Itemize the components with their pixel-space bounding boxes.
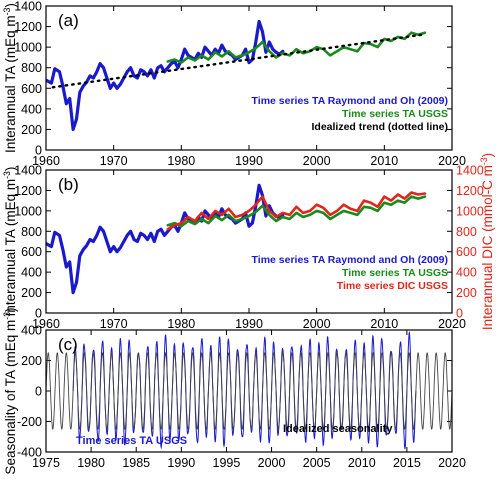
x-tick-label: 1970 bbox=[100, 154, 128, 168]
y2-tick-label: 1400 bbox=[456, 164, 484, 178]
y2-tick-label: 400 bbox=[456, 266, 477, 280]
x-tick-label: 1960 bbox=[32, 154, 60, 168]
y-tick-label: 400 bbox=[21, 102, 42, 116]
x-tick-label: 2000 bbox=[303, 154, 331, 168]
x-tick-label: 1980 bbox=[77, 456, 105, 470]
legend-entry: Time series TA Raymond and Oh (2009) bbox=[252, 254, 448, 266]
legend-entry: Time series TA USGS bbox=[342, 108, 448, 120]
legend-entry: Idealized trend (dotted line) bbox=[311, 121, 448, 133]
x-tick-label: 2010 bbox=[348, 456, 376, 470]
series-line bbox=[46, 19, 285, 131]
panel-label: (b) bbox=[58, 175, 79, 194]
x-tick-label: 1980 bbox=[167, 317, 195, 331]
x-tick-label: 1995 bbox=[213, 456, 241, 470]
plot-area bbox=[46, 183, 427, 295]
y-tick-label: 600 bbox=[21, 82, 42, 96]
x-tick-label: 1990 bbox=[235, 317, 263, 331]
x-tick-label: 2015 bbox=[393, 456, 421, 470]
x-tick-label: 1975 bbox=[32, 456, 60, 470]
y-tick-label: 800 bbox=[21, 225, 42, 239]
plot-frame bbox=[45, 329, 453, 453]
x-tick-label: 2000 bbox=[303, 317, 331, 331]
series-line bbox=[51, 33, 427, 89]
legend-entry: Time series DIC USGS bbox=[337, 280, 448, 292]
legend-entry: Time series TA USGS bbox=[342, 267, 448, 279]
x-tick-label: 1990 bbox=[235, 154, 263, 168]
y-tick-label: 1400 bbox=[14, 164, 42, 178]
series-line bbox=[166, 195, 427, 228]
y-tick-label: 0 bbox=[35, 144, 42, 158]
y-tick-label: 200 bbox=[21, 286, 42, 300]
x-tick-label: 1990 bbox=[167, 456, 195, 470]
y-tick-label: 0 bbox=[35, 307, 42, 321]
x-tick-label: 2010 bbox=[370, 317, 398, 331]
y-tick-label: 200 bbox=[21, 123, 42, 137]
plot-area bbox=[46, 19, 427, 131]
y-tick-label: 200 bbox=[21, 354, 42, 368]
legend-entry: Time series TA Raymond and Oh (2009) bbox=[252, 95, 448, 107]
y2-axis-label: Interannual DIC (mmol-C m-3) bbox=[479, 153, 495, 330]
x-tick-label: 2020 bbox=[438, 456, 466, 470]
panel-label: (c) bbox=[58, 335, 78, 354]
y-tick-label: 1200 bbox=[14, 184, 42, 198]
x-tick-label: 2000 bbox=[258, 456, 286, 470]
y-tick-label: 1200 bbox=[14, 20, 42, 34]
y-axis-label: Seasonality of TA (mEq m-3) bbox=[2, 307, 18, 474]
x-tick-label: 1980 bbox=[167, 154, 195, 168]
y-tick-label: 400 bbox=[21, 324, 42, 338]
series-line bbox=[46, 351, 452, 431]
panel-a: 1960 1970 1980 1990 2000 2010 2020 0 200 400 600 80… bbox=[2, 0, 466, 168]
panel-label: (a) bbox=[58, 11, 79, 30]
panel-c: 1975 1980 1985 1990 1995 2000 2005 2010 2015 2020… bbox=[2, 307, 466, 474]
y2-tick-label: 800 bbox=[456, 225, 477, 239]
plot-area bbox=[46, 330, 452, 450]
y-axis-label: Interannual TA (mEq m-3) bbox=[2, 167, 18, 317]
x-tick-label: 2010 bbox=[370, 154, 398, 168]
y-tick-label: 1400 bbox=[14, 0, 42, 14]
x-tick-label: 1985 bbox=[122, 456, 150, 470]
x-tick-label: 1970 bbox=[100, 317, 128, 331]
y-tick-label: 1000 bbox=[14, 204, 42, 218]
panel-b: 1960 1970 1980 1990 2000 2010 2020020040060080… bbox=[2, 153, 495, 331]
y-axis-label: Interannual TA (mEq m-3) bbox=[2, 3, 18, 153]
x-tick-label: 2020 bbox=[438, 317, 466, 331]
y-tick-label: -200 bbox=[17, 415, 42, 429]
y2-tick-label: 0 bbox=[456, 307, 463, 321]
plot-frame bbox=[45, 5, 453, 151]
x-tick-label: 2020 bbox=[438, 154, 466, 168]
y-tick-label: 600 bbox=[21, 245, 42, 259]
y-tick-label: 0 bbox=[35, 385, 42, 399]
y2-tick-label: 1000 bbox=[456, 204, 484, 218]
y2-tick-label: 600 bbox=[456, 245, 477, 259]
legend-entry: Idealized seasonality bbox=[283, 423, 393, 435]
y-tick-label: 800 bbox=[21, 61, 42, 75]
series-line bbox=[166, 191, 427, 231]
series-line bbox=[46, 183, 285, 295]
y2-tick-label: 1200 bbox=[456, 184, 484, 198]
x-tick-label: 2005 bbox=[303, 456, 331, 470]
series-line bbox=[166, 31, 427, 64]
legend-entry: Time series TA USGS bbox=[76, 435, 187, 447]
y-tick-label: -400 bbox=[17, 446, 42, 460]
y-tick-label: 400 bbox=[21, 266, 42, 280]
plot-frame bbox=[45, 169, 453, 314]
y2-tick-label: 200 bbox=[456, 286, 477, 300]
y-tick-label: 1000 bbox=[14, 41, 42, 55]
x-tick-label: 1960 bbox=[32, 317, 60, 331]
